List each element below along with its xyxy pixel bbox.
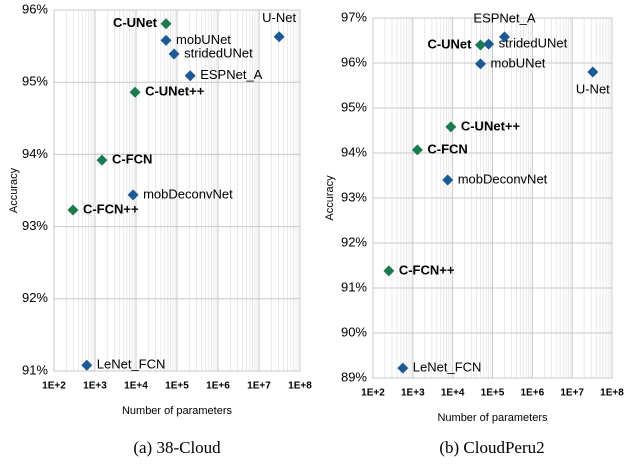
point-label: mobDeconvNet	[143, 186, 233, 201]
point	[127, 189, 139, 201]
y-tick-label: 92%	[22, 290, 48, 305]
point-label: C-UNet	[113, 15, 158, 30]
x-tick-label: 1E+7	[560, 388, 584, 399]
x-tick-label: 1E+5	[165, 381, 189, 392]
point	[273, 31, 285, 43]
point-label: C-UNet	[427, 36, 472, 51]
point	[81, 359, 93, 371]
x-axis-title: Number of parameters	[437, 412, 548, 424]
point	[67, 204, 79, 216]
point	[411, 144, 423, 156]
point-label: LeNet_FCN	[413, 360, 482, 375]
x-axis-title: Number of parameters	[122, 405, 233, 417]
y-axis-title: Accuracy	[8, 167, 20, 213]
point	[498, 31, 510, 43]
x-tick-label: 1E+2	[42, 381, 66, 392]
x-tick-label: 1E+6	[521, 388, 545, 399]
point-label: C-FCN++	[83, 201, 139, 216]
y-tick-label: 89%	[341, 369, 367, 384]
point	[160, 34, 172, 46]
point	[587, 66, 599, 78]
y-tick-label: 96%	[341, 54, 367, 69]
x-tick-label: 1E+8	[288, 381, 312, 392]
point-label: C-FCN	[427, 141, 467, 156]
x-tick-label: 1E+8	[600, 388, 624, 399]
point	[475, 58, 487, 70]
point-label: stridedUNet	[499, 36, 568, 51]
x-tick-label: 1E+4	[124, 381, 148, 392]
point	[483, 38, 495, 50]
y-tick-label: 96%	[22, 1, 48, 16]
y-tick-label: 94%	[341, 144, 367, 159]
point-label: U-Net	[576, 81, 610, 96]
y-tick-label: 91%	[22, 362, 48, 377]
caption: (a) 38-Cloud	[133, 438, 221, 457]
point-label: C-UNet++	[145, 84, 205, 99]
y-axis-title: Accuracy	[324, 175, 336, 221]
point	[129, 86, 141, 98]
point	[160, 18, 172, 30]
point-label: C-FCN++	[399, 262, 455, 277]
point-label: mobDeconvNet	[458, 171, 548, 186]
point-label: ESPNet_A	[473, 10, 535, 25]
y-tick-label: 91%	[341, 279, 367, 294]
y-tick-label: 95%	[22, 74, 48, 89]
y-tick-label: 93%	[341, 189, 367, 204]
point	[168, 48, 180, 60]
point-label: LeNet_FCN	[97, 357, 166, 372]
point-label: C-UNet++	[461, 118, 521, 133]
x-tick-label: 1E+3	[83, 381, 107, 392]
x-tick-label: 1E+6	[206, 381, 230, 392]
point-label: mobUNet	[176, 32, 231, 47]
x-tick-label: 1E+5	[481, 388, 505, 399]
caption: (b) CloudPeru2	[439, 438, 544, 457]
y-tick-label: 94%	[22, 146, 48, 161]
point-label: stridedUNet	[184, 45, 253, 60]
point-label: C-FCN	[112, 152, 152, 167]
point	[184, 70, 196, 82]
x-tick-label: 1E+3	[401, 388, 425, 399]
x-tick-label: 1E+2	[361, 388, 385, 399]
point	[96, 154, 108, 166]
point-label: mobUNet	[491, 55, 546, 70]
point	[475, 39, 487, 51]
y-tick-label: 90%	[341, 324, 367, 339]
point-label: U-Net	[262, 10, 296, 25]
y-tick-label: 95%	[341, 99, 367, 114]
point	[442, 174, 454, 186]
x-tick-label: 1E+4	[441, 388, 465, 399]
point	[445, 121, 457, 133]
y-tick-label: 93%	[22, 218, 48, 233]
y-tick-label: 97%	[341, 9, 367, 24]
point-label: ESPNet_A	[200, 67, 262, 82]
x-tick-label: 1E+7	[247, 381, 271, 392]
point	[397, 362, 409, 374]
point	[383, 265, 395, 277]
y-tick-label: 92%	[341, 234, 367, 249]
